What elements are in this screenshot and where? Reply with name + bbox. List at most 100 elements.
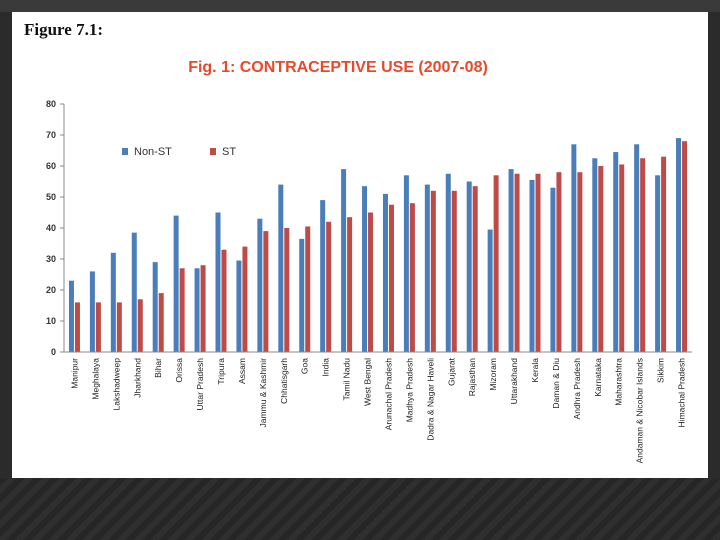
x-category-label: Bihar [153, 358, 163, 378]
bar-non-st [341, 169, 347, 352]
bar-st [640, 158, 646, 352]
x-category-label: Rajasthan [467, 358, 477, 397]
y-tick-label: 60 [46, 161, 56, 171]
slide-page: Figure 7.1: Fig. 1: CONTRACEPTIVE USE (2… [12, 12, 708, 478]
bar-non-st [424, 184, 430, 352]
bar-st [556, 172, 562, 352]
bar-non-st [487, 229, 493, 352]
bar-st [116, 302, 122, 352]
bar-st [221, 249, 227, 352]
x-category-label: Madhya Pradesh [404, 358, 414, 423]
legend-label: ST [222, 146, 236, 158]
bar-non-st [89, 271, 95, 352]
x-category-label: Assam [237, 358, 247, 384]
contraceptive-use-chart: Fig. 1: CONTRACEPTIVE USE (2007-08) 0 10 2… [46, 59, 692, 463]
y-tick-label: 70 [46, 130, 56, 140]
bar-non-st [152, 262, 158, 352]
bar-non-st [613, 152, 619, 352]
slide-top-bar [0, 0, 720, 12]
slide-bottom-band [0, 478, 720, 540]
bar-non-st [236, 260, 242, 352]
x-category-label: Daman & Diu [551, 358, 561, 409]
bar-st [263, 231, 269, 352]
bar-st [430, 190, 436, 352]
bar-st [179, 268, 185, 352]
x-category-label: Sikkim [656, 358, 666, 383]
y-tick-label: 80 [46, 99, 56, 109]
bar-non-st [299, 238, 305, 352]
bar-st [305, 226, 311, 352]
bar-st [682, 141, 688, 352]
x-category-label: Andhra Pradesh [572, 358, 582, 420]
bar-st [95, 302, 101, 352]
bar-non-st [131, 232, 137, 352]
x-category-label: India [321, 358, 331, 377]
x-category-label: Chhatisgarh [279, 358, 289, 404]
bar-non-st [382, 193, 388, 352]
bar-st [368, 212, 374, 352]
bar-non-st [634, 144, 640, 352]
x-category-label: West Bengal [363, 358, 373, 406]
x-category-label: Uttar Pradesh [195, 358, 205, 411]
legend-swatch-non-st [122, 148, 128, 155]
y-tick-label: 0 [51, 347, 56, 357]
x-category-label: Mizoram [488, 358, 498, 391]
bar-st [514, 173, 520, 352]
bar-non-st [110, 252, 116, 352]
legend-swatch-st [210, 148, 216, 155]
bar-non-st [655, 175, 661, 352]
y-tick-label: 20 [46, 285, 56, 295]
x-category-label: Andaman & Nicobar Islands [635, 358, 645, 463]
bar-st [535, 173, 541, 352]
x-category-label: Dadra & Nagar Haveli [425, 358, 435, 441]
x-category-label: Arunachal Pradesh [383, 358, 393, 431]
bar-st [619, 164, 625, 352]
x-category-label: Gujarat [446, 357, 456, 386]
bar-st [137, 299, 143, 352]
bar-non-st [508, 169, 514, 352]
bar-non-st [592, 158, 598, 352]
bar-st [347, 217, 353, 352]
chart-title: Fig. 1: CONTRACEPTIVE USE (2007-08) [188, 59, 488, 76]
bar-non-st [571, 144, 577, 352]
bar-st [598, 166, 604, 352]
bar-non-st [466, 181, 472, 352]
legend-label: Non-ST [134, 146, 172, 158]
bar-st [242, 246, 248, 352]
bar-st [577, 172, 583, 352]
bar-st [472, 186, 478, 352]
bar-st [200, 265, 206, 352]
x-category-label: Jammu & Kashmir [258, 358, 268, 428]
bar-st [409, 203, 415, 352]
bar-non-st [278, 184, 284, 352]
x-category-label: Karnataka [593, 358, 603, 397]
bar-st [661, 156, 667, 352]
bar-st [493, 175, 499, 352]
bar-st [74, 302, 80, 352]
x-category-label: Himachal Pradesh [677, 358, 687, 428]
bar-non-st [403, 175, 409, 352]
bar-st [451, 190, 457, 352]
bar-non-st [550, 187, 556, 352]
y-tick-label: 50 [46, 192, 56, 202]
bar-st [326, 221, 332, 352]
bar-non-st [257, 218, 263, 352]
bar-st [388, 204, 394, 352]
y-tick-label: 30 [46, 254, 56, 264]
bar-non-st [529, 179, 535, 352]
x-category-label: Tamil Nadu [342, 358, 352, 401]
x-category-label: Tripura [216, 358, 226, 385]
bar-non-st [215, 212, 221, 352]
bar-non-st [676, 138, 682, 352]
bar-non-st [68, 280, 74, 352]
bar-st [284, 228, 290, 352]
x-category-label: Orissa [174, 358, 184, 383]
bar-non-st [173, 215, 179, 352]
y-tick-label: 10 [46, 316, 56, 326]
x-category-label: Uttarakhand [509, 358, 519, 405]
bar-non-st [445, 173, 451, 352]
x-category-label: Jharkhand [132, 358, 142, 398]
x-category-label: Maharashtra [614, 358, 624, 406]
bar-non-st [194, 268, 200, 352]
y-tick-label: 40 [46, 223, 56, 233]
